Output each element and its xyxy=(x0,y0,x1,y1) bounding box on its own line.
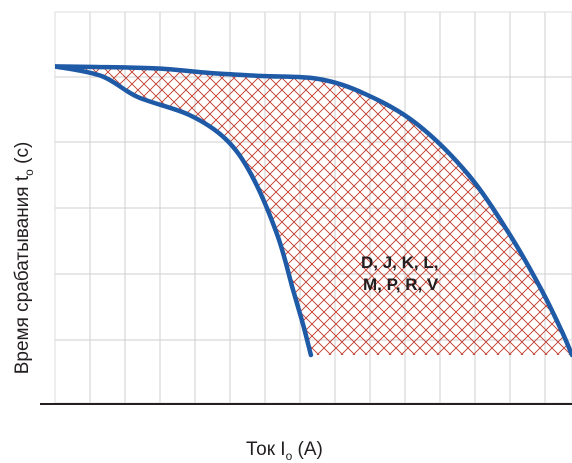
tripping-zone-hatch xyxy=(55,66,572,356)
zone-label-line-2: M, P, R, V xyxy=(363,275,439,294)
y-axis-title: Время срабатывания to (c) xyxy=(12,142,36,375)
x-axis-title: Ток Io (A) xyxy=(246,439,323,463)
upper-bound-curve xyxy=(55,64,572,358)
lower-bound-curve xyxy=(55,64,314,358)
curves-layer xyxy=(55,64,572,358)
zone-label-line-1: D, J, K, L, xyxy=(361,253,438,272)
